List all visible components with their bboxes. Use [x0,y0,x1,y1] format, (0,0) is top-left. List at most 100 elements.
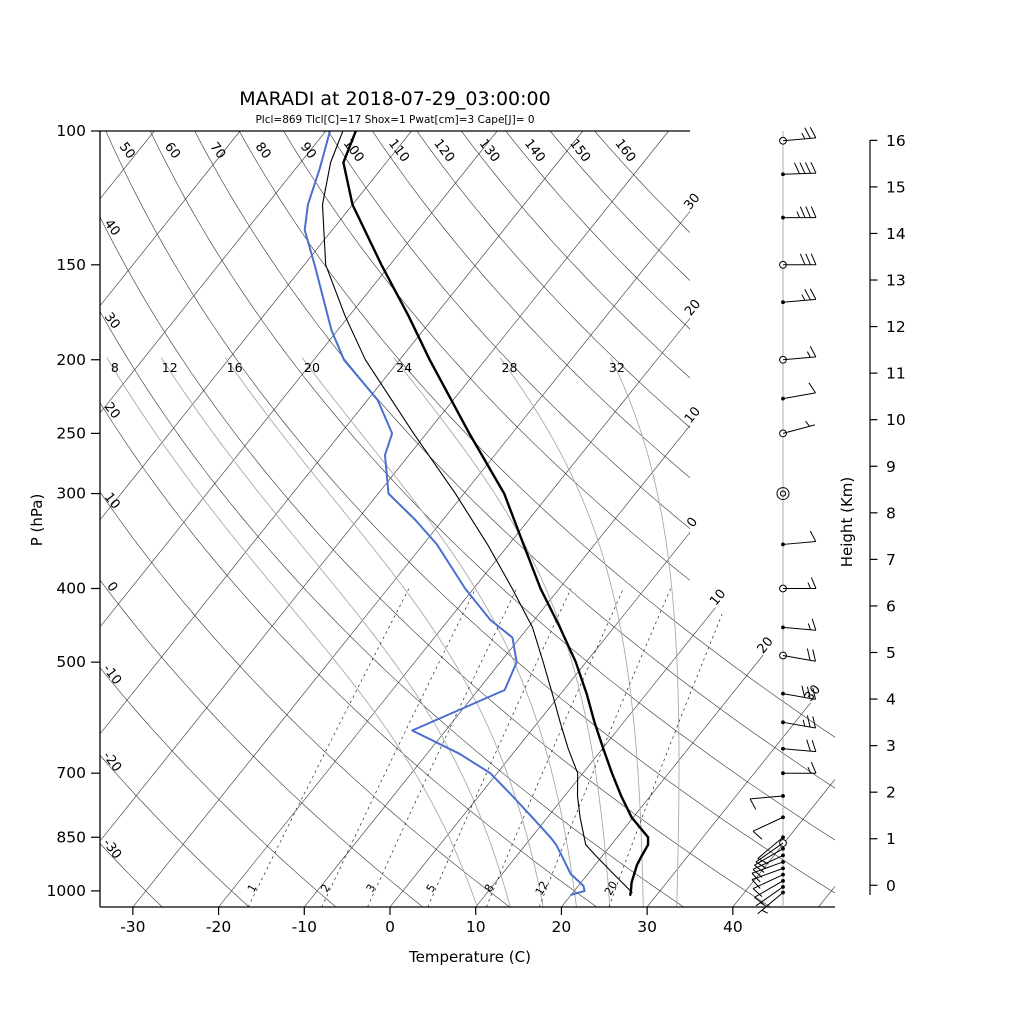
temperature-tick-label: 10 [466,918,486,936]
mixing-ratio-line [321,588,476,907]
moist-adiabat-line [499,357,644,907]
height-tick-label: 8 [886,504,896,522]
wind-barb-staff [782,392,816,400]
wind-barb-tick [751,879,761,889]
wind-barb-tick [806,715,811,728]
isotherm-line [100,131,241,907]
wind-barb-staff [752,854,784,870]
wind-barb-tick [757,858,769,865]
moist-adiabat-label: 12 [162,360,178,375]
isotherm-line [100,131,412,907]
wind-barb-staff [751,867,784,881]
sounding-profiles [303,131,650,896]
height-tick-label: 3 [886,737,896,755]
height-tick-label: 10 [886,411,906,429]
wind-level-circle [779,839,787,847]
isotherm-line [132,131,755,907]
mixing-ratio-line [367,588,518,907]
parcel-curve [321,131,633,894]
wind-barb-tick [807,623,811,630]
height-tick-label: 13 [886,272,906,290]
height-tick-label: 1 [886,830,896,848]
dry-adiabat-line [194,131,835,907]
wind-barb-tick [804,127,811,139]
wind-barb-tick [808,382,816,394]
wind-level-dot [781,625,785,630]
isotherm-line [561,131,835,907]
wind-barb-column [749,127,817,915]
wind-barb-tick [810,761,817,774]
dry-adiabat-line [105,131,835,907]
wind-barb-tick [811,618,817,631]
wind-barb-tick [805,206,811,218]
wind-level-dot [781,815,785,820]
wind-barb-staff [754,848,784,866]
wind-barb-tick [804,162,811,174]
dry-adiabat-line [100,131,597,907]
wind-barb-tick [807,767,811,774]
pressure-tick-label: 400 [56,580,86,598]
wind-barb-staff [782,541,816,545]
height-tick-label: 16 [886,132,906,150]
height-tick-label: 9 [886,458,896,476]
dry-adiabat-line [327,131,835,907]
pressure-tick-label: 150 [56,256,86,274]
dry-adiabat-line [100,131,337,907]
temperature-tick-label: -10 [292,918,317,936]
wind-barb-staff [757,836,784,859]
chart-indices-subtitle: Plcl=869 Tlcl[C]=17 Shox=1 Pwat[cm]=3 Ca… [255,114,534,126]
wind-barb-staff [751,861,784,874]
dry-adiabat-line [100,131,250,907]
temperature-tick-label: 0 [385,918,395,936]
dewpoint-curve [303,131,586,896]
calm-wind-icon [779,490,787,497]
wind-barb-tick [755,861,767,869]
height-tick-label: 5 [886,644,896,662]
moist-adiabat-label: 8 [111,360,119,375]
wind-barb-tick [754,896,765,905]
moist-adiabat-line [301,357,578,907]
temperature-curve [342,131,650,896]
wind-barb-tick [810,162,817,174]
wind-barb-tick [810,577,817,589]
calm-wind-icon [776,487,790,501]
wind-barb-tick [799,206,806,218]
wind-barb-tick [809,530,817,542]
moist-adiabat-line [610,357,680,907]
dry-adiabat-line [150,131,835,907]
background-grid [100,131,835,907]
wind-barb-tick [810,206,817,218]
isotherm-line [100,131,498,907]
pressure-tick-label: 200 [56,351,86,369]
isotherm-line [646,131,835,907]
dry-adiabat-line [238,131,835,907]
dry-adiabat-line [283,131,835,907]
wind-barb-tick [749,798,757,810]
pressure-tick-label: 500 [56,653,86,671]
moist-adiabat-line [224,357,545,907]
pressure-axis-label: P (hPa) [28,494,46,547]
wind-barb-tick [805,420,810,427]
wind-barb-tick [801,685,806,698]
pressure-tick-label: 300 [56,485,86,503]
height-tick-label: 11 [886,365,906,383]
wind-level-dot [781,172,785,177]
height-tick-label: 4 [886,691,896,709]
wind-barb-tick [752,888,763,898]
height-tick-label: 12 [886,318,906,336]
wind-barb-staff [755,886,784,907]
wind-barb-tick [812,687,816,700]
dry-adiabat-line [100,131,423,907]
wind-barb-tick [809,127,817,139]
moist-adiabat-label: 28 [502,360,518,375]
wind-barb-tick [799,253,806,266]
dry-adiabat-line [505,131,835,907]
mixing-ratio-line [486,588,624,907]
moist-adiabat-label: 32 [609,360,625,375]
moist-adiabat-label: 16 [227,360,243,375]
wind-barb-tick [796,211,800,218]
wind-barb-tick [809,288,817,300]
